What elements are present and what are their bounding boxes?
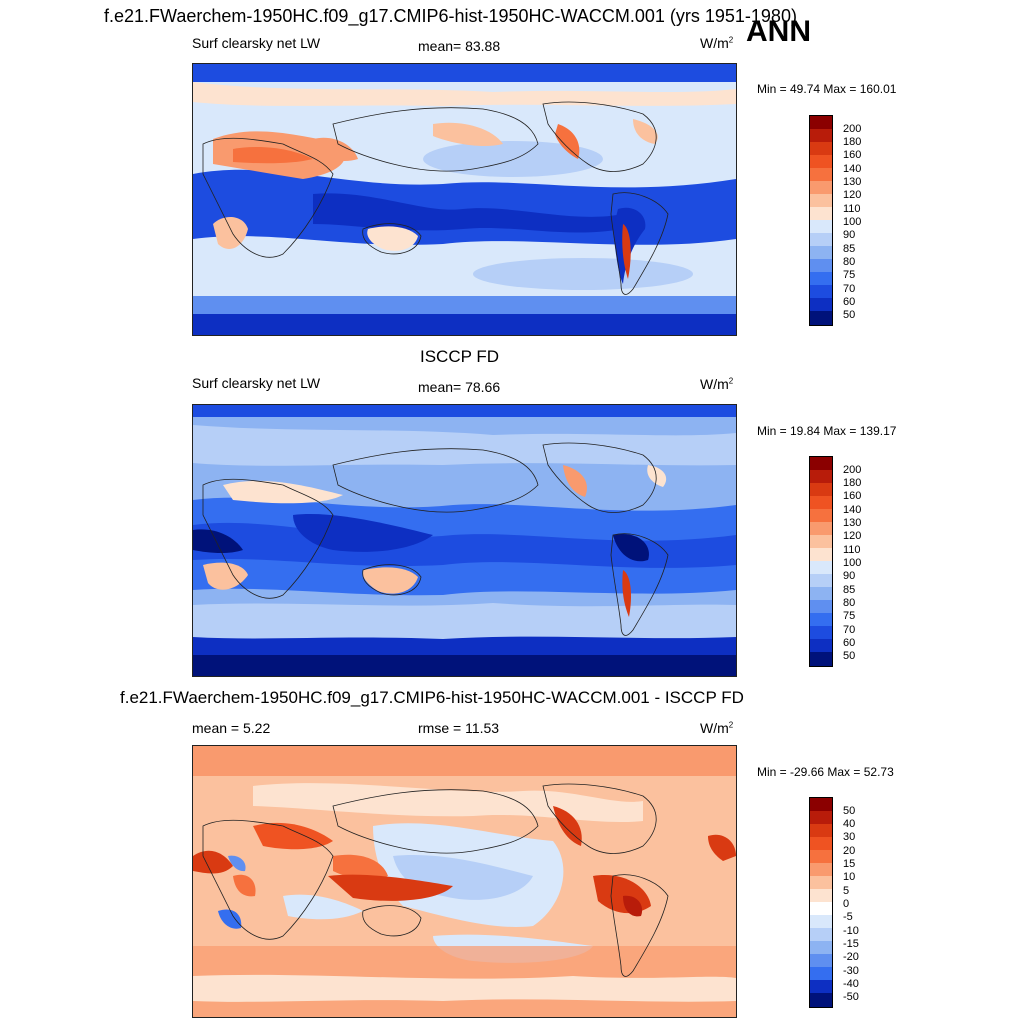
cbar-tick: 50 bbox=[843, 805, 856, 817]
cbar-tick: -40 bbox=[843, 978, 859, 990]
cbar-tick: 180 bbox=[843, 136, 862, 148]
panel1-minmax: Min = 49.74 Max = 160.01 bbox=[757, 82, 897, 96]
cbar-tick: 70 bbox=[843, 283, 856, 295]
cbar-tick: 90 bbox=[843, 570, 856, 582]
panel3-units: W/m2 bbox=[700, 720, 734, 736]
panel1-left-label: Surf clearsky net LW bbox=[192, 35, 321, 51]
cbar-tick: 200 bbox=[843, 123, 862, 135]
panel2-colorbar bbox=[809, 456, 833, 667]
cbar-tick: 100 bbox=[843, 216, 862, 228]
cbar-tick: 160 bbox=[843, 149, 862, 161]
cbar-tick: 160 bbox=[843, 490, 862, 502]
cbar-tick: -10 bbox=[843, 925, 859, 937]
cbar-tick: 100 bbox=[843, 557, 862, 569]
cbar-tick: -30 bbox=[843, 965, 859, 977]
figure-title: f.e21.FWaerchem-1950HC.f09_g17.CMIP6-his… bbox=[104, 6, 797, 26]
cbar-tick: 10 bbox=[843, 871, 856, 883]
cbar-tick: -50 bbox=[843, 991, 859, 1003]
panel2-units: W/m2 bbox=[700, 376, 734, 392]
cbar-tick: 110 bbox=[843, 544, 861, 556]
cbar-tick: 60 bbox=[843, 296, 856, 308]
panel2-map bbox=[192, 404, 737, 677]
panel3-rmse-label: rmse = 11.53 bbox=[418, 720, 500, 736]
cbar-tick: -15 bbox=[843, 938, 859, 950]
cbar-tick: -5 bbox=[843, 911, 853, 923]
panel2-left-label: Surf clearsky net LW bbox=[192, 375, 321, 391]
cbar-tick: 180 bbox=[843, 477, 862, 489]
cbar-tick: 5 bbox=[843, 885, 850, 897]
cbar-tick: 120 bbox=[843, 189, 862, 201]
cbar-tick: 30 bbox=[843, 831, 856, 843]
cbar-tick: 120 bbox=[843, 530, 862, 542]
cbar-tick: 50 bbox=[843, 650, 856, 662]
cbar-tick: 85 bbox=[843, 584, 856, 596]
cbar-tick: 75 bbox=[843, 610, 856, 622]
panel1-units: W/m2 bbox=[700, 35, 734, 51]
cbar-tick: 50 bbox=[843, 309, 856, 321]
panel1-mean-label: mean= 83.88 bbox=[418, 38, 501, 54]
panel3-colorbar bbox=[809, 797, 833, 1008]
cbar-tick: 60 bbox=[843, 637, 856, 649]
cbar-tick: 70 bbox=[843, 624, 856, 636]
panel1-colorbar bbox=[809, 115, 833, 326]
panel2-mean-label: mean= 78.66 bbox=[418, 379, 501, 395]
panel3-map bbox=[192, 745, 737, 1018]
cbar-tick: 85 bbox=[843, 243, 856, 255]
cbar-tick: 80 bbox=[843, 597, 856, 609]
cbar-tick: 20 bbox=[843, 845, 856, 857]
panel3-title: f.e21.FWaerchem-1950HC.f09_g17.CMIP6-his… bbox=[120, 688, 744, 707]
panel2-minmax: Min = 19.84 Max = 139.17 bbox=[757, 424, 897, 438]
cbar-tick: 110 bbox=[843, 203, 861, 215]
cbar-tick: 90 bbox=[843, 229, 856, 241]
cbar-tick: 80 bbox=[843, 256, 856, 268]
cbar-tick: 130 bbox=[843, 176, 862, 188]
cbar-tick: 140 bbox=[843, 504, 862, 516]
cbar-tick: 130 bbox=[843, 517, 862, 529]
cbar-tick: 75 bbox=[843, 269, 856, 281]
panel1-map bbox=[192, 63, 737, 336]
cbar-tick: -20 bbox=[843, 951, 859, 963]
cbar-tick: 140 bbox=[843, 163, 862, 175]
panel3-mean-label: mean = 5.22 bbox=[192, 720, 271, 736]
cbar-tick: 15 bbox=[843, 858, 856, 870]
panel2-title: ISCCP FD bbox=[420, 347, 500, 366]
cbar-tick: 0 bbox=[843, 898, 850, 910]
cbar-tick: 40 bbox=[843, 818, 856, 830]
cbar-tick: 200 bbox=[843, 464, 862, 476]
panel3-minmax: Min = -29.66 Max = 52.73 bbox=[757, 765, 894, 779]
season-label: ANN bbox=[746, 15, 811, 48]
